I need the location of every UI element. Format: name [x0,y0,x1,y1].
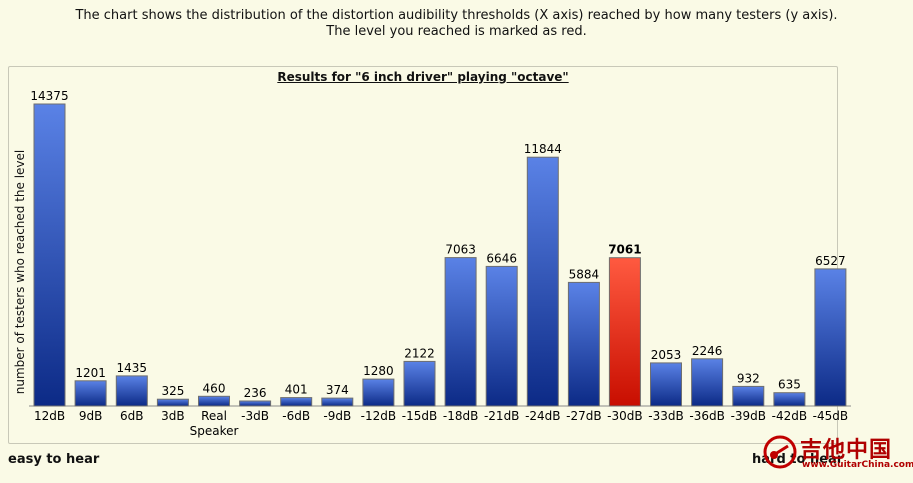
bar [814,268,847,407]
bar [485,265,518,407]
x-tick-label: -9dB [323,409,351,423]
x-tick-label: -27dB [566,409,601,423]
x-tick-label: -45dB [813,409,848,423]
bar-highlighted [608,257,641,407]
bar-value-label: 6646 [486,251,517,265]
bar [691,358,724,407]
bar [650,362,682,407]
bar [115,375,148,407]
bar [74,380,107,407]
x-tick-label: -6dB [282,409,310,423]
bar [156,398,189,407]
chart-panel [8,66,838,444]
bar [280,397,313,407]
bar-value-label: 1280 [363,364,394,378]
description-line-1: The chart shows the distribution of the … [75,8,838,23]
x-tick-label: 3dB [161,409,184,423]
x-tick-label: 12dB [34,409,65,423]
bar [239,400,272,407]
x-tick-label: -39dB [731,409,766,423]
site-watermark: 吉他中国 www.GuitarChina.com [762,432,913,476]
description-line-2: The level you reached is marked as red. [326,24,587,39]
bar-value-label: 2053 [651,348,682,362]
x-tick-label: -33dB [648,409,683,423]
chart-title: Results for "6 inch driver" playing "oct… [277,70,569,84]
bar-value-label: 2246 [692,344,723,358]
bar [444,257,477,407]
bar [362,378,395,407]
x-tick-label: -21dB [484,409,519,423]
bar-value-label: 325 [161,384,184,398]
bar-value-label: 401 [285,383,308,397]
x-tick-label: 9dB [79,409,102,423]
x-tick-label: -12dB [361,409,396,423]
guitar-logo-icon [763,435,797,469]
bar [526,156,559,407]
bar-value-label: 1201 [75,366,106,380]
x-tick-label: -42dB [772,409,807,423]
watermark-subtext: www.GuitarChina.com [802,460,913,470]
bar-value-label: 14375 [30,89,68,103]
bar-value-label: 5884 [569,267,600,281]
chart-description: The chart shows the distribution of the … [0,8,913,40]
x-tick-label: 6dB [120,409,143,423]
x-tick-label: -36dB [689,409,724,423]
x-tick-label: -15dB [402,409,437,423]
bar [773,392,806,407]
bar [567,281,600,407]
watermark-text: 吉他中国 [800,438,893,463]
bar-value-label: 374 [326,383,349,397]
x-tick-label: -3dB [241,409,269,423]
bar-value-label: 2122 [404,346,435,360]
x-tick-label: -30dB [607,409,642,423]
bar-value-label: 236 [244,386,267,400]
bar-value-label: 11844 [524,142,562,156]
bar [198,395,230,407]
x-tick-label: Speaker [190,424,239,438]
bar [732,385,765,407]
x-tick-label: -18dB [443,409,478,423]
bar-value-label: 635 [778,378,801,392]
bar-value-label: 932 [737,371,760,385]
bar [403,360,436,407]
bar-value-label: 7061 [608,243,641,257]
x-tick-label: -24dB [525,409,560,423]
bar [321,397,354,407]
bar-value-label: 6527 [815,254,846,268]
easy-to-hear-label: easy to hear [8,452,100,467]
bar-value-label: 1435 [117,361,148,375]
bar-value-label: 460 [203,381,226,395]
bar [33,103,66,407]
x-tick-label: Real [201,409,227,423]
bar-value-label: 7063 [445,243,476,257]
